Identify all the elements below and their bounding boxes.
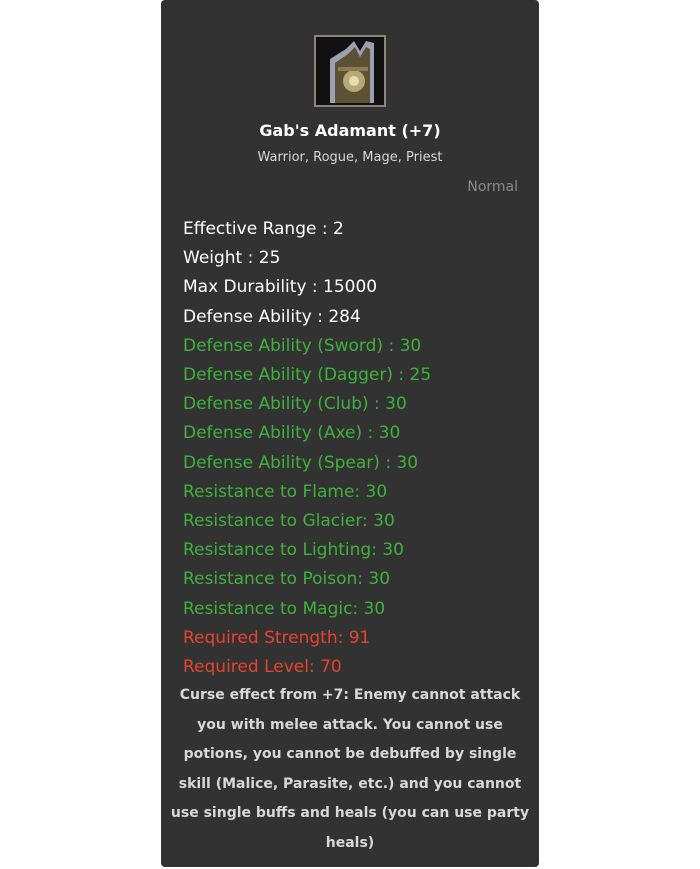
item-name: Gab's Adamant (+7) [259, 121, 441, 140]
shield-icon [314, 35, 386, 107]
item-grade: Normal [467, 179, 518, 195]
stat-line: Required Level: 70 [183, 657, 342, 678]
stat-line: Resistance to Magic: 30 [183, 598, 386, 619]
stat-line: Defense Ability : 284 [183, 306, 361, 327]
stat-line: Resistance to Flame: 30 [183, 481, 388, 502]
stat-line: Resistance to Poison: 30 [183, 569, 391, 590]
stat-line: Max Durability : 15000 [183, 277, 378, 298]
stat-line: Defense Ability (Spear) : 30 [183, 452, 419, 473]
stats-list: Effective Range : 2 Weight : 25 Max Durabi… [183, 215, 529, 682]
item-classes: Warrior, Rogue, Mage, Priest [257, 150, 443, 165]
stat-line: Resistance to Glacier: 30 [183, 511, 395, 532]
curse-effect: Curse effect from +7: Enemy cannot attac… [170, 687, 530, 851]
stat-line: Resistance to Lighting: 30 [183, 540, 404, 561]
stat-line: Required Strength: 91 [183, 627, 371, 648]
stat-line: Effective Range : 2 [183, 219, 344, 239]
stat-line: Defense Ability (Sword) : 30 [183, 335, 422, 356]
stat-line: Defense Ability (Axe) : 30 [183, 423, 401, 444]
stat-line: Weight : 25 [183, 248, 281, 269]
stat-line: Defense Ability (Dagger) : 25 [183, 365, 432, 386]
stat-line: Defense Ability (Club) : 30 [183, 394, 407, 415]
item-tooltip: Gab's Adamant (+7) Warrior, Rogue, Mage,… [161, 0, 539, 867]
